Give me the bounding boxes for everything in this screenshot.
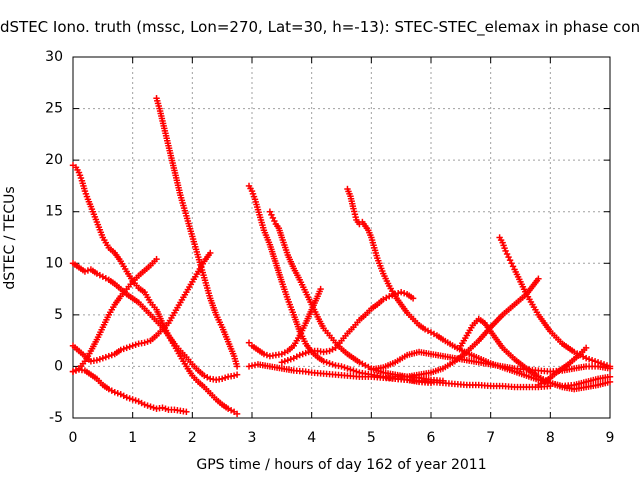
plus-marker-interp xyxy=(102,353,110,361)
plus-marker-interp xyxy=(126,395,133,402)
y-tick-label: 25 xyxy=(45,101,63,117)
plus-marker-interp xyxy=(299,350,306,358)
y-tick-label: 5 xyxy=(54,307,63,323)
x-tick-label: 3 xyxy=(248,430,257,446)
plus-marker xyxy=(129,342,136,349)
plus-marker-interp xyxy=(263,351,271,359)
plus-marker xyxy=(350,367,357,374)
plus-marker xyxy=(326,360,333,367)
x-tick-label: 7 xyxy=(486,430,495,446)
plus-marker-interp xyxy=(347,366,354,373)
plus-marker xyxy=(582,354,590,362)
plus-marker xyxy=(606,363,614,370)
plus-marker xyxy=(233,371,241,378)
plus-marker-interp xyxy=(108,351,115,359)
y-tick-label: 15 xyxy=(45,204,63,220)
plus-marker xyxy=(317,285,324,293)
plus-marker xyxy=(93,357,101,364)
plus-marker xyxy=(123,394,130,401)
plus-marker xyxy=(183,408,190,416)
plus-marker xyxy=(320,358,327,365)
plus-marker-interp xyxy=(96,356,104,363)
x-axis-title: GPS time / hours of day 162 of year 2011 xyxy=(196,457,487,473)
plus-marker-interp xyxy=(144,402,151,409)
plus-marker xyxy=(207,249,214,257)
plus-marker xyxy=(594,359,602,366)
y-tick-label: 30 xyxy=(45,49,63,65)
plus-marker-interp xyxy=(591,358,599,365)
plus-marker xyxy=(278,359,286,366)
plus-marker xyxy=(588,357,596,364)
plus-marker-interp xyxy=(585,356,593,363)
plus-marker xyxy=(218,375,226,383)
plus-marker-interp xyxy=(597,360,605,367)
x-tick-label: 8 xyxy=(546,430,555,446)
y-axis-title: dSTEC / TECUs xyxy=(2,186,18,290)
plus-marker xyxy=(245,339,253,346)
plus-marker-interp xyxy=(603,362,611,369)
plus-marker-interp xyxy=(329,361,336,368)
plus-marker-interp xyxy=(150,404,157,411)
plus-marker-interp xyxy=(126,343,133,351)
y-tick-label: 10 xyxy=(45,255,63,271)
x-tick-label: 1 xyxy=(128,430,137,446)
x-tick-label: 6 xyxy=(427,430,436,446)
plus-marker xyxy=(230,372,238,379)
plus-marker xyxy=(123,344,130,352)
plus-marker-interp xyxy=(144,338,151,345)
plus-marker xyxy=(284,357,291,364)
plus-marker-interp xyxy=(341,364,348,371)
plus-marker xyxy=(147,403,154,410)
plus-marker xyxy=(141,339,148,346)
y-tick-label: 0 xyxy=(54,358,63,374)
plus-marker xyxy=(81,268,89,275)
plus-marker-interp xyxy=(305,348,312,356)
plus-marker-interp xyxy=(132,397,139,404)
plus-marker xyxy=(344,365,351,372)
plus-marker xyxy=(159,404,166,411)
x-tick-label: 2 xyxy=(188,430,197,446)
plus-marker xyxy=(153,255,160,263)
x-tick-label: 4 xyxy=(307,430,316,446)
marker-layer xyxy=(69,95,614,418)
plus-marker-interp xyxy=(221,374,229,381)
plus-marker xyxy=(260,350,268,358)
chart-title: dSTEC Iono. truth (mssc, Lon=270, Lat=30… xyxy=(0,18,640,36)
x-tick-label: 0 xyxy=(69,430,78,446)
plus-marker-interp xyxy=(287,356,294,363)
plus-marker xyxy=(397,288,405,296)
plus-marker xyxy=(386,293,393,300)
tick-layer: 0 1 2 3 4 5 6 7 8 9 -5 0 5 10 15 20 25 30 xyxy=(45,49,614,446)
plus-marker xyxy=(99,354,107,362)
plus-marker xyxy=(296,351,303,359)
x-tick-label: 5 xyxy=(367,430,376,446)
plus-marker xyxy=(105,352,112,360)
plot-frame xyxy=(72,56,611,419)
plus-marker xyxy=(233,410,241,418)
plus-marker xyxy=(338,363,345,370)
y-tick-label: 20 xyxy=(45,152,63,168)
plus-marker xyxy=(117,346,124,354)
plus-marker xyxy=(233,363,241,370)
plus-marker-interp xyxy=(400,289,408,297)
x-tick-label: 9 xyxy=(606,430,615,446)
plus-marker xyxy=(600,361,608,368)
plus-marker-interp xyxy=(120,345,127,353)
plus-marker xyxy=(111,389,118,396)
plus-marker-interp xyxy=(132,341,139,348)
plus-marker xyxy=(302,349,309,357)
plus-marker xyxy=(141,401,148,408)
plus-marker xyxy=(535,275,542,282)
plus-marker-interp xyxy=(162,405,169,412)
plus-marker-interp xyxy=(114,390,121,397)
plus-marker xyxy=(129,396,136,403)
plus-marker-interp xyxy=(323,359,330,366)
plus-marker xyxy=(582,344,590,352)
plus-marker xyxy=(606,378,614,386)
y-tick-label: -5 xyxy=(49,410,63,426)
plus-marker-interp xyxy=(281,358,289,365)
plus-marker xyxy=(409,295,417,302)
